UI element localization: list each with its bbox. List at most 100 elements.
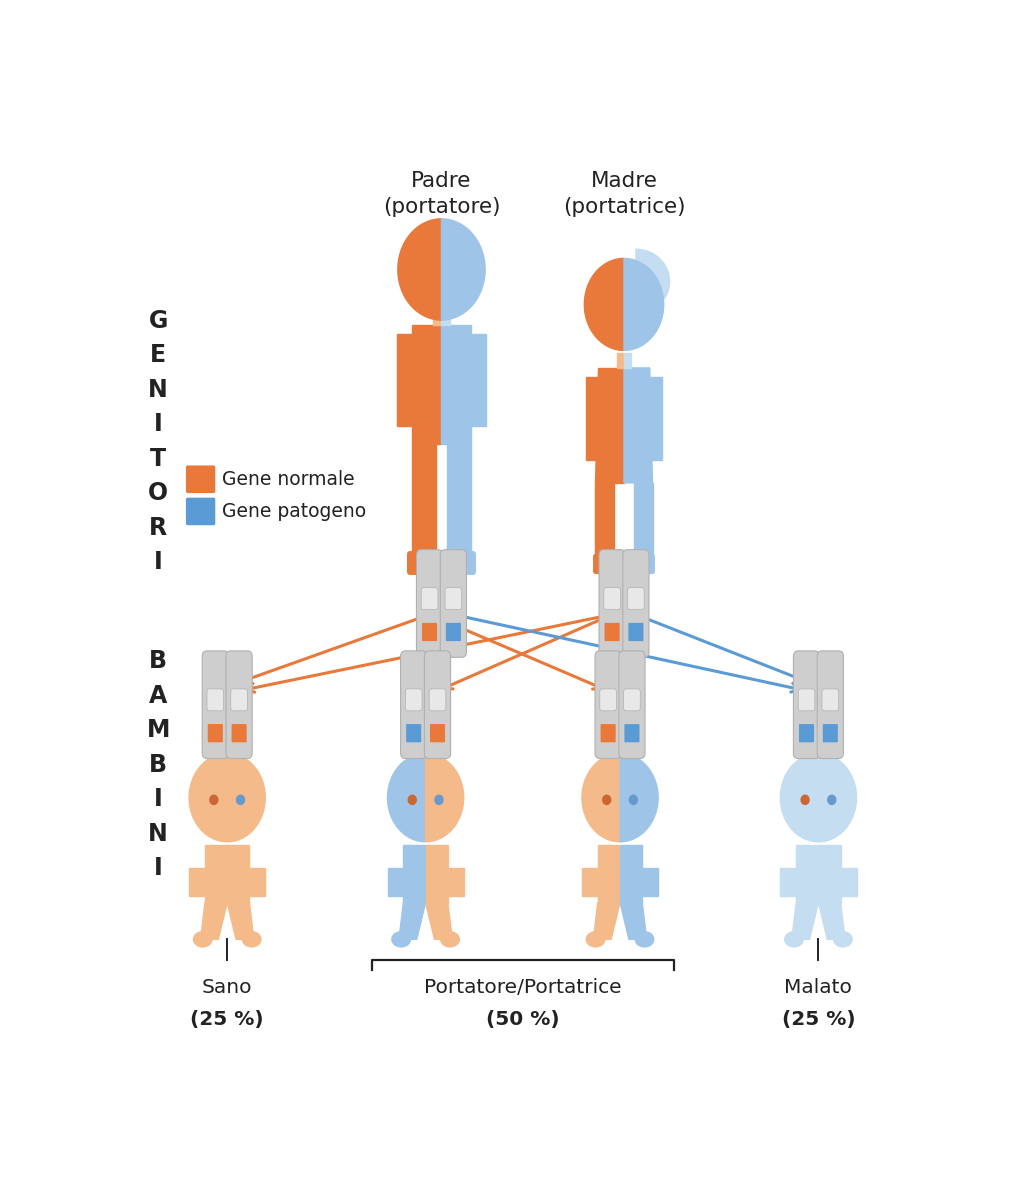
Polygon shape — [642, 869, 658, 896]
FancyBboxPatch shape — [595, 651, 622, 759]
Circle shape — [237, 795, 245, 804]
Polygon shape — [189, 754, 227, 841]
FancyBboxPatch shape — [445, 623, 461, 641]
Circle shape — [435, 795, 443, 804]
Text: G
E
N
I
T
O
R
I: G E N I T O R I — [148, 310, 168, 574]
Polygon shape — [441, 308, 451, 325]
Circle shape — [827, 795, 836, 804]
FancyBboxPatch shape — [627, 553, 655, 574]
Text: (50 %): (50 %) — [486, 1010, 560, 1029]
FancyBboxPatch shape — [624, 688, 640, 711]
Polygon shape — [447, 869, 464, 896]
FancyBboxPatch shape — [422, 623, 437, 641]
Polygon shape — [426, 846, 447, 902]
FancyBboxPatch shape — [600, 688, 616, 711]
Ellipse shape — [833, 931, 853, 948]
Text: Gene normale: Gene normale — [222, 470, 355, 489]
Circle shape — [801, 795, 809, 804]
Polygon shape — [818, 754, 856, 841]
Polygon shape — [426, 902, 453, 939]
FancyBboxPatch shape — [628, 588, 644, 609]
Polygon shape — [624, 354, 631, 368]
FancyBboxPatch shape — [625, 724, 639, 742]
FancyBboxPatch shape — [186, 497, 215, 526]
FancyBboxPatch shape — [407, 551, 442, 575]
Polygon shape — [227, 846, 250, 902]
Text: Padre
(portatore): Padre (portatore) — [383, 171, 500, 216]
Polygon shape — [650, 378, 663, 460]
Polygon shape — [624, 258, 664, 350]
Text: Gene patogeno: Gene patogeno — [222, 502, 367, 521]
FancyBboxPatch shape — [417, 550, 442, 657]
FancyBboxPatch shape — [207, 688, 223, 711]
FancyBboxPatch shape — [430, 724, 445, 742]
Polygon shape — [426, 754, 464, 841]
Circle shape — [409, 795, 416, 804]
Text: Portatore/Portatrice: Portatore/Portatrice — [424, 978, 622, 997]
Polygon shape — [227, 754, 265, 841]
Polygon shape — [585, 258, 624, 350]
FancyBboxPatch shape — [400, 651, 427, 759]
Text: Sano: Sano — [202, 978, 253, 997]
Ellipse shape — [440, 931, 460, 948]
Text: Madre
(portatrice): Madre (portatrice) — [563, 171, 685, 216]
FancyBboxPatch shape — [599, 550, 626, 657]
FancyBboxPatch shape — [798, 688, 815, 711]
Polygon shape — [205, 846, 227, 902]
Polygon shape — [595, 483, 614, 557]
Text: (25 %): (25 %) — [781, 1010, 855, 1029]
FancyBboxPatch shape — [186, 466, 215, 494]
FancyBboxPatch shape — [593, 553, 622, 574]
Circle shape — [630, 795, 637, 804]
FancyBboxPatch shape — [202, 651, 228, 759]
Polygon shape — [433, 308, 441, 325]
Polygon shape — [387, 754, 426, 841]
FancyBboxPatch shape — [424, 651, 451, 759]
Polygon shape — [818, 846, 841, 902]
FancyBboxPatch shape — [629, 623, 643, 641]
Polygon shape — [227, 902, 254, 939]
Polygon shape — [403, 846, 426, 902]
FancyBboxPatch shape — [406, 688, 422, 711]
FancyBboxPatch shape — [799, 724, 814, 742]
FancyBboxPatch shape — [208, 724, 223, 742]
FancyBboxPatch shape — [623, 550, 649, 657]
Polygon shape — [616, 354, 624, 368]
FancyBboxPatch shape — [817, 651, 844, 759]
Polygon shape — [634, 483, 652, 557]
Ellipse shape — [193, 931, 213, 948]
FancyBboxPatch shape — [822, 688, 839, 711]
Polygon shape — [250, 869, 265, 896]
FancyBboxPatch shape — [226, 651, 252, 759]
FancyBboxPatch shape — [441, 551, 476, 575]
FancyBboxPatch shape — [230, 688, 248, 711]
Polygon shape — [620, 902, 647, 939]
FancyBboxPatch shape — [604, 588, 621, 609]
Polygon shape — [387, 869, 403, 896]
Circle shape — [603, 795, 610, 804]
Polygon shape — [399, 902, 426, 939]
FancyBboxPatch shape — [604, 623, 620, 641]
Polygon shape — [797, 846, 818, 902]
FancyBboxPatch shape — [231, 724, 247, 742]
Ellipse shape — [784, 931, 804, 948]
Polygon shape — [841, 869, 856, 896]
Polygon shape — [201, 902, 227, 939]
Polygon shape — [582, 869, 598, 896]
Polygon shape — [792, 902, 818, 939]
Polygon shape — [586, 378, 598, 460]
FancyBboxPatch shape — [445, 588, 462, 609]
FancyBboxPatch shape — [421, 588, 438, 609]
Polygon shape — [818, 902, 845, 939]
Polygon shape — [620, 846, 642, 902]
Circle shape — [210, 795, 218, 804]
Polygon shape — [441, 219, 485, 320]
Polygon shape — [471, 333, 485, 425]
Polygon shape — [397, 333, 412, 425]
FancyBboxPatch shape — [601, 724, 615, 742]
FancyBboxPatch shape — [440, 550, 467, 657]
FancyBboxPatch shape — [794, 651, 819, 759]
Ellipse shape — [391, 931, 412, 948]
Polygon shape — [593, 902, 620, 939]
Polygon shape — [780, 754, 818, 841]
